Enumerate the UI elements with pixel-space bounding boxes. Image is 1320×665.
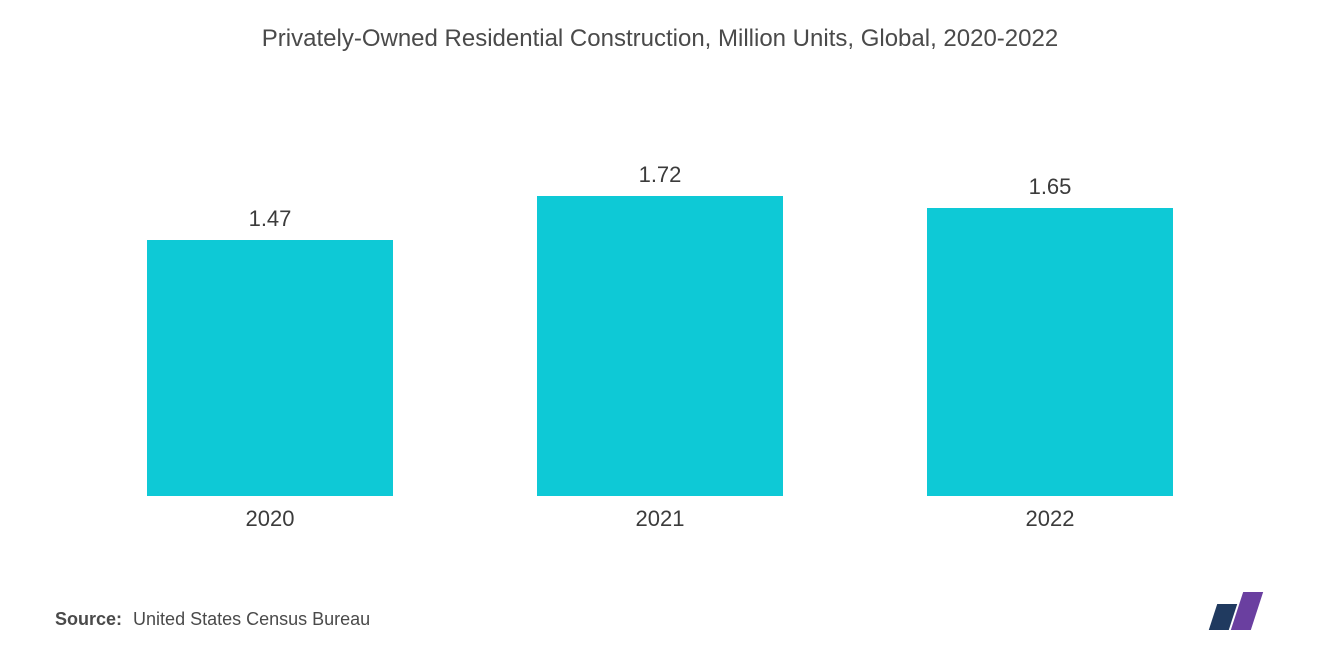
- category-axis: 2020 2021 2022: [55, 496, 1265, 532]
- brand-logo-icon: [1207, 592, 1265, 630]
- value-label-2: 1.65: [1029, 174, 1072, 200]
- bar-group-2: 1.65: [875, 174, 1226, 496]
- bar-group-1: 1.72: [485, 162, 836, 496]
- value-label-0: 1.47: [249, 206, 292, 232]
- bar-group-0: 1.47: [95, 206, 446, 496]
- bar-2: [927, 208, 1173, 496]
- bar-1: [537, 196, 783, 496]
- chart-footer: Source: United States Census Bureau: [55, 592, 1265, 635]
- category-label-0: 2020: [95, 506, 446, 532]
- logo-bar-2: [1231, 592, 1263, 630]
- source-text: United States Census Bureau: [133, 609, 370, 629]
- category-label-2: 2022: [875, 506, 1226, 532]
- chart-title: Privately-Owned Residential Construction…: [55, 25, 1265, 53]
- bar-0: [147, 240, 393, 496]
- value-label-1: 1.72: [639, 162, 682, 188]
- plot-area: 1.47 1.72 1.65: [55, 63, 1265, 496]
- category-label-1: 2021: [485, 506, 836, 532]
- source-label: Source:: [55, 609, 122, 629]
- source-citation: Source: United States Census Bureau: [55, 609, 370, 630]
- chart-container: Privately-Owned Residential Construction…: [0, 0, 1320, 665]
